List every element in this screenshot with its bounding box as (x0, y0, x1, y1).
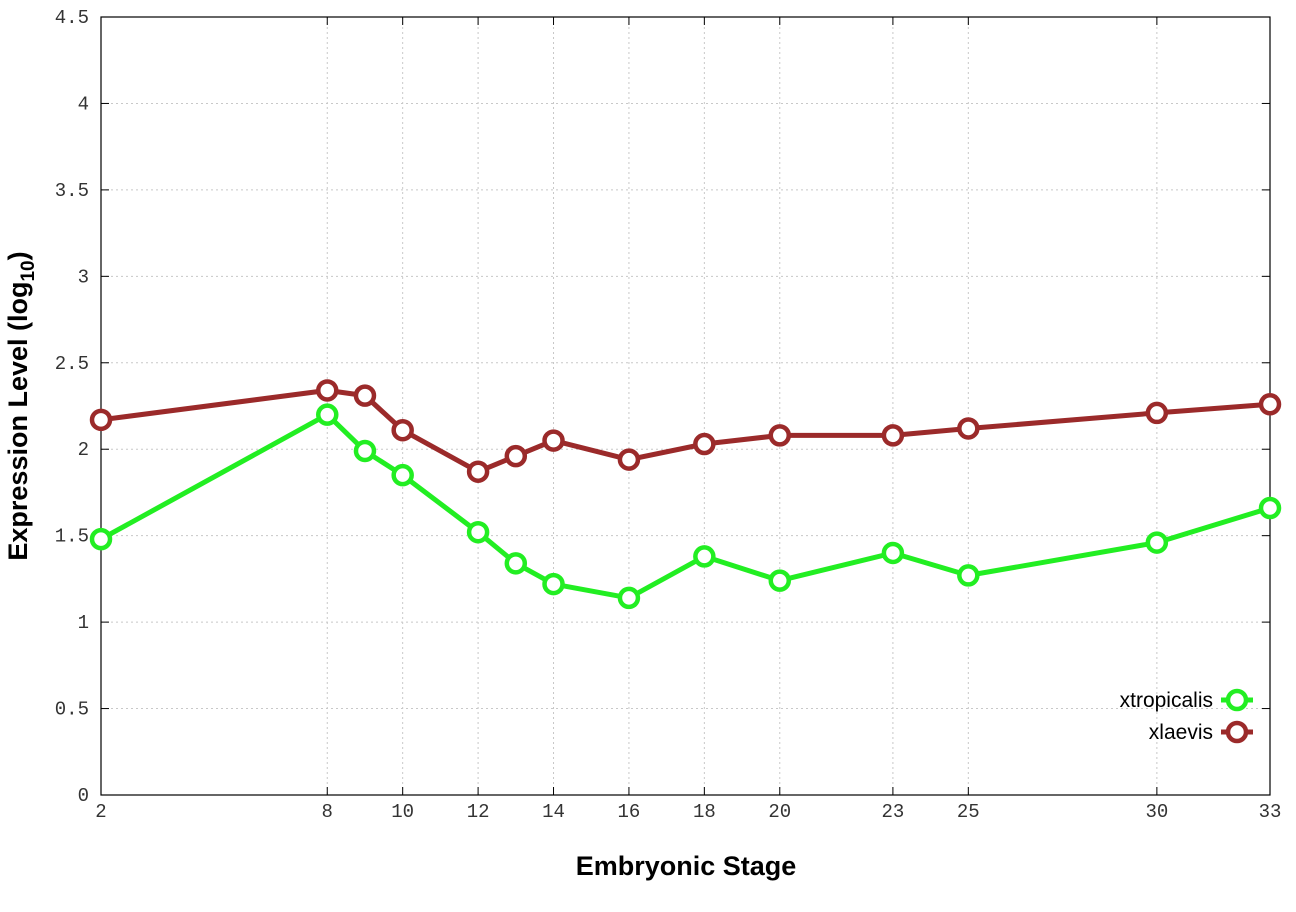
x-tick-label: 33 (1259, 801, 1282, 823)
data-point-xlaevis (504, 444, 528, 468)
y-tick-label: 4.5 (55, 7, 89, 29)
legend-swatch-marker (1225, 720, 1249, 744)
data-point-xtropicalis (768, 569, 792, 592)
x-tick-label: 10 (391, 801, 414, 823)
x-tick-label: 2 (95, 801, 106, 823)
x-tick-label: 23 (881, 801, 904, 823)
y-axis-title: Expression Level (log10) (3, 251, 39, 560)
y-tick-label: 0 (78, 785, 89, 807)
data-point-xlaevis (881, 424, 905, 447)
plot-frame (100, 16, 1271, 796)
data-point-xtropicalis (504, 552, 528, 575)
x-tick-label: 12 (467, 801, 490, 823)
data-point-xtropicalis (881, 541, 905, 565)
y-axis-title-subscript: 10 (18, 260, 39, 281)
legend-swatch-marker (1225, 688, 1249, 712)
y-tick-label: 1.5 (55, 526, 89, 548)
legend-item-xlaevis: xlaevis (1149, 720, 1253, 744)
data-point-xlaevis (768, 424, 792, 447)
x-axis-title: Embryonic Stage (576, 851, 797, 881)
data-point-xlaevis (1258, 393, 1282, 416)
data-point-xtropicalis (542, 572, 565, 596)
series-xtropicalis (89, 403, 1282, 610)
y-tick-label: 0.5 (55, 699, 89, 721)
data-point-xtropicalis (1258, 496, 1282, 520)
y-tick-label: 2.5 (55, 353, 89, 375)
y-axis-title-main: Expression Level (log (3, 282, 33, 561)
y-tick-label: 4 (78, 93, 89, 115)
legend-label: xtropicalis (1120, 689, 1213, 712)
data-point-xlaevis (316, 379, 339, 402)
y-axis-title-suffix: ) (3, 251, 33, 260)
y-tick-label: 3.5 (55, 180, 89, 202)
data-point-xlaevis (391, 418, 414, 442)
data-point-xlaevis (353, 384, 377, 407)
x-tick-label: 14 (542, 801, 565, 823)
data-point-xlaevis (1145, 401, 1169, 425)
y-tick-label: 2 (78, 439, 89, 461)
data-point-xlaevis (957, 417, 980, 440)
x-tick-label: 8 (322, 801, 333, 823)
data-point-xlaevis (693, 432, 716, 456)
legend-label: xlaevis (1149, 721, 1213, 744)
x-tick-label: 18 (693, 801, 716, 823)
data-point-xlaevis (617, 448, 641, 471)
data-point-xtropicalis (353, 439, 377, 463)
axis-ticks: 0 0.5 1 1.5 2 2.5 3 3.5 4 4.5 2 8 10 12 14 16 18 20 23 25 30… (55, 7, 1282, 823)
data-point-xtropicalis (693, 545, 716, 568)
data-point-xtropicalis (1145, 531, 1169, 554)
grid (101, 17, 1270, 795)
data-point-xlaevis (466, 460, 490, 483)
series-layer (89, 379, 1282, 610)
data-point-xtropicalis (957, 564, 980, 587)
y-tick-label: 3 (78, 266, 89, 288)
data-point-xtropicalis (316, 403, 339, 426)
x-tick-label: 25 (957, 801, 980, 823)
x-tick-label: 16 (618, 801, 641, 823)
legend-item-xtropicalis: xtropicalis (1120, 688, 1253, 712)
series-line-xlaevis (100, 387, 1271, 475)
data-point-xlaevis (542, 429, 565, 452)
data-point-xlaevis (89, 408, 113, 432)
legend: xtropicalis xlaevis (1120, 688, 1253, 744)
x-tick-label: 30 (1145, 801, 1168, 823)
series-line-xtropicalis (99, 412, 1271, 601)
y-tick-label: 1 (78, 612, 89, 634)
data-point-xtropicalis (391, 463, 414, 487)
series-xlaevis (89, 379, 1282, 483)
x-tick-label: 20 (768, 801, 791, 823)
data-point-xtropicalis (617, 586, 641, 610)
data-point-xtropicalis (89, 527, 113, 551)
data-point-xtropicalis (466, 520, 490, 544)
